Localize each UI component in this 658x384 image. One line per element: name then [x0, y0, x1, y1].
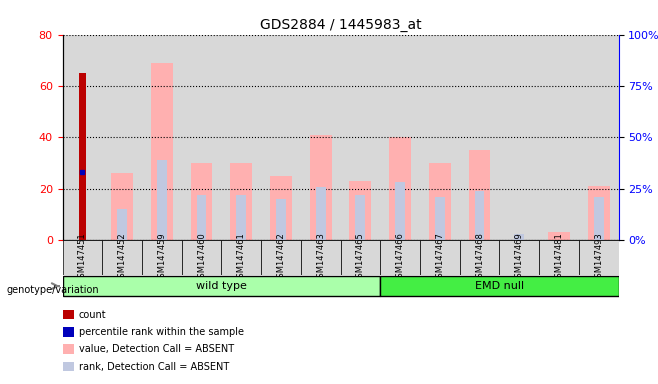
Text: GSM147451: GSM147451: [78, 232, 87, 283]
Bar: [594, 197, 603, 240]
Bar: [539, 35, 579, 240]
Text: count: count: [79, 310, 107, 320]
FancyBboxPatch shape: [380, 240, 420, 275]
Bar: [261, 35, 301, 240]
Text: EMD null: EMD null: [475, 281, 524, 291]
Text: GSM147459: GSM147459: [157, 232, 166, 283]
FancyBboxPatch shape: [102, 240, 142, 275]
Bar: [515, 234, 524, 240]
Bar: [588, 186, 609, 240]
Text: GSM147469: GSM147469: [515, 232, 524, 283]
Bar: [191, 163, 213, 240]
Bar: [474, 191, 484, 240]
Text: value, Detection Call = ABSENT: value, Detection Call = ABSENT: [79, 344, 234, 354]
Text: rank, Detection Call = ABSENT: rank, Detection Call = ABSENT: [79, 362, 229, 372]
Bar: [236, 195, 246, 240]
Bar: [197, 195, 207, 240]
FancyBboxPatch shape: [499, 240, 539, 275]
Bar: [157, 160, 166, 240]
FancyBboxPatch shape: [420, 240, 460, 275]
Text: GSM147461: GSM147461: [237, 232, 245, 283]
Bar: [579, 35, 619, 240]
Bar: [420, 35, 460, 240]
Text: GSM147467: GSM147467: [436, 232, 444, 283]
Bar: [460, 35, 499, 240]
FancyBboxPatch shape: [460, 240, 499, 275]
Bar: [435, 197, 445, 240]
Bar: [395, 182, 405, 240]
Bar: [221, 35, 261, 240]
Text: wild type: wild type: [196, 281, 247, 291]
FancyBboxPatch shape: [261, 240, 301, 275]
Text: GSM147481: GSM147481: [555, 232, 563, 283]
FancyBboxPatch shape: [301, 240, 341, 275]
FancyBboxPatch shape: [63, 276, 380, 296]
Bar: [79, 73, 86, 240]
Bar: [499, 35, 539, 240]
Text: GSM147493: GSM147493: [594, 232, 603, 283]
FancyBboxPatch shape: [142, 240, 182, 275]
Text: GSM147462: GSM147462: [276, 232, 286, 283]
Bar: [102, 35, 142, 240]
Bar: [468, 150, 490, 240]
Bar: [117, 209, 127, 240]
Text: GSM147463: GSM147463: [316, 232, 325, 283]
Bar: [349, 181, 371, 240]
Bar: [151, 63, 172, 240]
FancyBboxPatch shape: [63, 240, 102, 275]
Text: GSM147468: GSM147468: [475, 232, 484, 283]
Text: GSM147460: GSM147460: [197, 232, 206, 283]
FancyBboxPatch shape: [182, 240, 221, 275]
Bar: [111, 173, 133, 240]
Bar: [230, 163, 252, 240]
Bar: [548, 232, 570, 240]
Text: GSM147465: GSM147465: [356, 232, 365, 283]
FancyBboxPatch shape: [380, 276, 619, 296]
Bar: [355, 195, 365, 240]
Bar: [301, 35, 340, 240]
Text: GSM147466: GSM147466: [395, 232, 405, 283]
Bar: [380, 35, 420, 240]
Text: GSM147452: GSM147452: [118, 232, 126, 283]
Bar: [142, 35, 182, 240]
Title: GDS2884 / 1445983_at: GDS2884 / 1445983_at: [260, 18, 421, 32]
FancyBboxPatch shape: [579, 240, 619, 275]
Bar: [270, 176, 292, 240]
Bar: [429, 163, 451, 240]
Bar: [310, 135, 332, 240]
Bar: [276, 199, 286, 240]
Bar: [389, 137, 411, 240]
Bar: [316, 187, 326, 240]
Bar: [341, 35, 380, 240]
Text: percentile rank within the sample: percentile rank within the sample: [79, 327, 244, 337]
FancyBboxPatch shape: [221, 240, 261, 275]
FancyBboxPatch shape: [341, 240, 380, 275]
Text: genotype/variation: genotype/variation: [7, 285, 99, 295]
Bar: [182, 35, 221, 240]
FancyBboxPatch shape: [539, 240, 579, 275]
Bar: [63, 35, 102, 240]
